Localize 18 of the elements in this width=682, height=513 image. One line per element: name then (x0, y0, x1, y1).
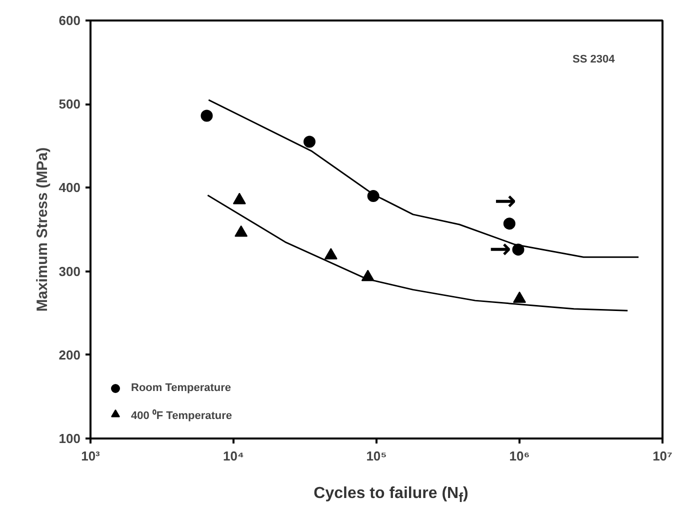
annotation: SS 2304 (572, 54, 616, 66)
y-axis-title: Maximum Stress (MPa) (34, 147, 51, 312)
x-axis-title: Cycles to failure (N$_{f}$) (314, 484, 468, 508)
y-tick-label: 100 (58, 431, 81, 446)
y-tick-label: 600 (58, 13, 81, 28)
x-tick-label: 10⁷ (652, 448, 672, 464)
x-tick-label: 10⁴ (223, 448, 244, 464)
x-tick-label: 10⁶ (509, 448, 530, 464)
x-tick-label: 10⁵ (366, 448, 387, 464)
y-tick-label: 500 (58, 96, 81, 112)
annotation: → (494, 186, 516, 217)
y-tick-label: 400 (58, 180, 81, 196)
annotation: → (489, 234, 512, 265)
legend-label: 400 ⁰F Temperature (131, 408, 232, 422)
legend-label: Room Temperature (131, 382, 232, 394)
y-tick-label: 300 (58, 264, 81, 279)
x-tick-label: 10³ (81, 448, 101, 464)
y-tick-label: 200 (58, 347, 81, 362)
